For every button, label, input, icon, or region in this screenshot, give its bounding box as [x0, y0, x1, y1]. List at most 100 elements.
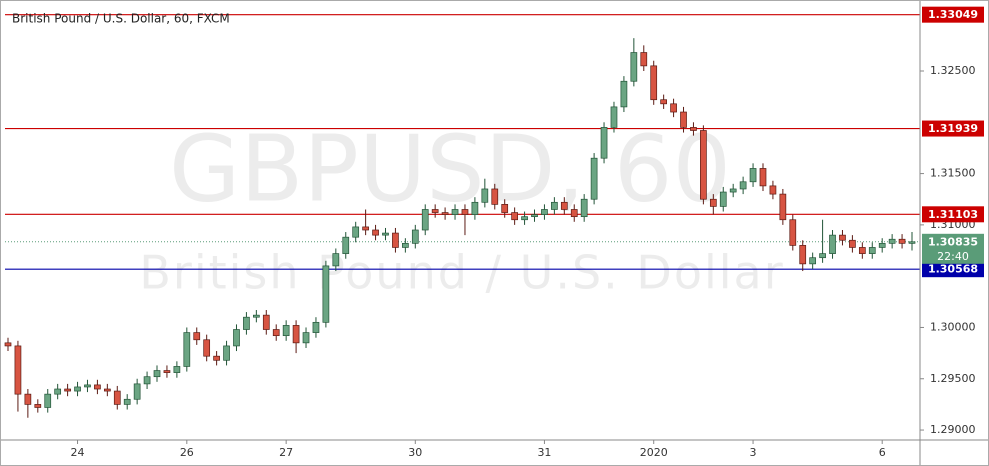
candle-body	[14, 345, 22, 395]
candle-body	[640, 52, 648, 67]
candle-body	[411, 229, 419, 244]
y-tick-label: 1.32500	[930, 64, 976, 77]
plot	[4, 14, 920, 418]
candle-body	[819, 253, 826, 259]
candle-body	[620, 80, 628, 108]
candle-body	[650, 65, 658, 101]
x-tick-label: 27	[279, 446, 293, 459]
y-tick-label: 1.30000	[930, 320, 976, 333]
candle-body	[660, 99, 667, 105]
candle-body	[491, 188, 499, 205]
candle-body	[888, 238, 896, 244]
candle-body	[282, 325, 290, 337]
candle-body	[183, 332, 191, 367]
level-label: 1.33049	[928, 8, 978, 21]
candle-body	[193, 332, 201, 341]
candle-body	[203, 339, 211, 357]
candle-body	[302, 332, 310, 344]
candle-body	[789, 219, 797, 246]
candle-body	[829, 234, 836, 254]
level-label: 1.31939	[928, 122, 978, 135]
candle-body	[769, 185, 777, 195]
chart-title: British Pound / U.S. Dollar, 60, FXCM	[12, 12, 230, 26]
candle-body	[392, 232, 399, 248]
candle-body	[680, 111, 687, 128]
x-tick-label: 31	[537, 446, 551, 459]
candle-body	[253, 314, 260, 318]
candle-body	[501, 204, 509, 213]
candle-body	[74, 386, 81, 392]
candle-body	[233, 329, 240, 347]
candle-body	[163, 370, 171, 373]
watermark-description: British Pound / U.S. Dollar	[139, 246, 784, 300]
candle-body	[878, 242, 886, 248]
candle-body	[690, 127, 697, 131]
candle-body	[670, 103, 677, 113]
candle-body	[103, 388, 111, 392]
candle-body	[133, 383, 141, 400]
candle-body	[719, 191, 727, 207]
candle-body	[858, 247, 866, 254]
candle-body	[312, 321, 320, 333]
candle-body	[709, 198, 717, 207]
candle-body	[839, 234, 846, 241]
candle-body	[173, 366, 181, 373]
x-tick-label: 3	[750, 446, 757, 459]
candle-body	[272, 329, 280, 337]
candle-body	[600, 127, 608, 159]
candle-body	[779, 193, 787, 221]
level-label-box	[922, 120, 984, 137]
candle-body	[243, 316, 250, 330]
candle-body	[223, 345, 230, 361]
candle-body	[352, 226, 360, 238]
level-label-box	[922, 261, 984, 278]
level-label: 1.31103	[928, 208, 978, 221]
candle-body	[292, 325, 300, 344]
candle-body	[4, 342, 12, 347]
level-label-box	[922, 6, 984, 23]
x-tick-label: 26	[180, 446, 194, 459]
candle-body	[739, 181, 747, 190]
candle-body	[34, 404, 42, 408]
candle-body	[94, 384, 101, 390]
candle-body	[590, 157, 598, 200]
candle-body	[759, 168, 767, 187]
candle-body	[421, 209, 429, 231]
candle-body	[113, 390, 121, 405]
candle-body	[570, 209, 578, 218]
axes: 1.290001.295001.300001.310001.315001.325…	[71, 6, 984, 459]
x-tick-label: 30	[408, 446, 422, 459]
candle-body	[362, 226, 369, 231]
x-tick-label: 6	[879, 446, 886, 459]
candle-body	[898, 238, 906, 244]
candle-body	[481, 188, 489, 203]
candle-body	[849, 239, 856, 248]
candle-body	[471, 201, 479, 215]
watermark: GBPUSD, 60 British Pound / U.S. Dollar	[139, 115, 784, 300]
candle-body	[700, 130, 707, 200]
candle-body	[372, 229, 379, 236]
last-price-box	[922, 233, 984, 264]
candle-body	[382, 232, 389, 236]
candle-body	[64, 388, 71, 392]
candle-body	[809, 257, 817, 265]
candle-body	[84, 384, 91, 388]
candle-body	[441, 212, 449, 215]
candle-body	[332, 253, 340, 267]
level-label: 1.30568	[928, 263, 978, 276]
candle-body	[153, 370, 161, 378]
candle-body	[322, 265, 330, 323]
candle-body	[630, 52, 638, 82]
candle-body	[531, 214, 538, 218]
candle-body	[24, 393, 32, 405]
candle-body	[262, 314, 270, 330]
last-price-label: 1.30835	[928, 235, 978, 248]
y-tick-label: 1.29000	[930, 423, 976, 436]
candle-body	[431, 209, 439, 213]
candle-body	[749, 168, 757, 183]
candle-body	[451, 209, 459, 215]
candle-body	[560, 201, 568, 210]
candle-body	[580, 198, 588, 218]
